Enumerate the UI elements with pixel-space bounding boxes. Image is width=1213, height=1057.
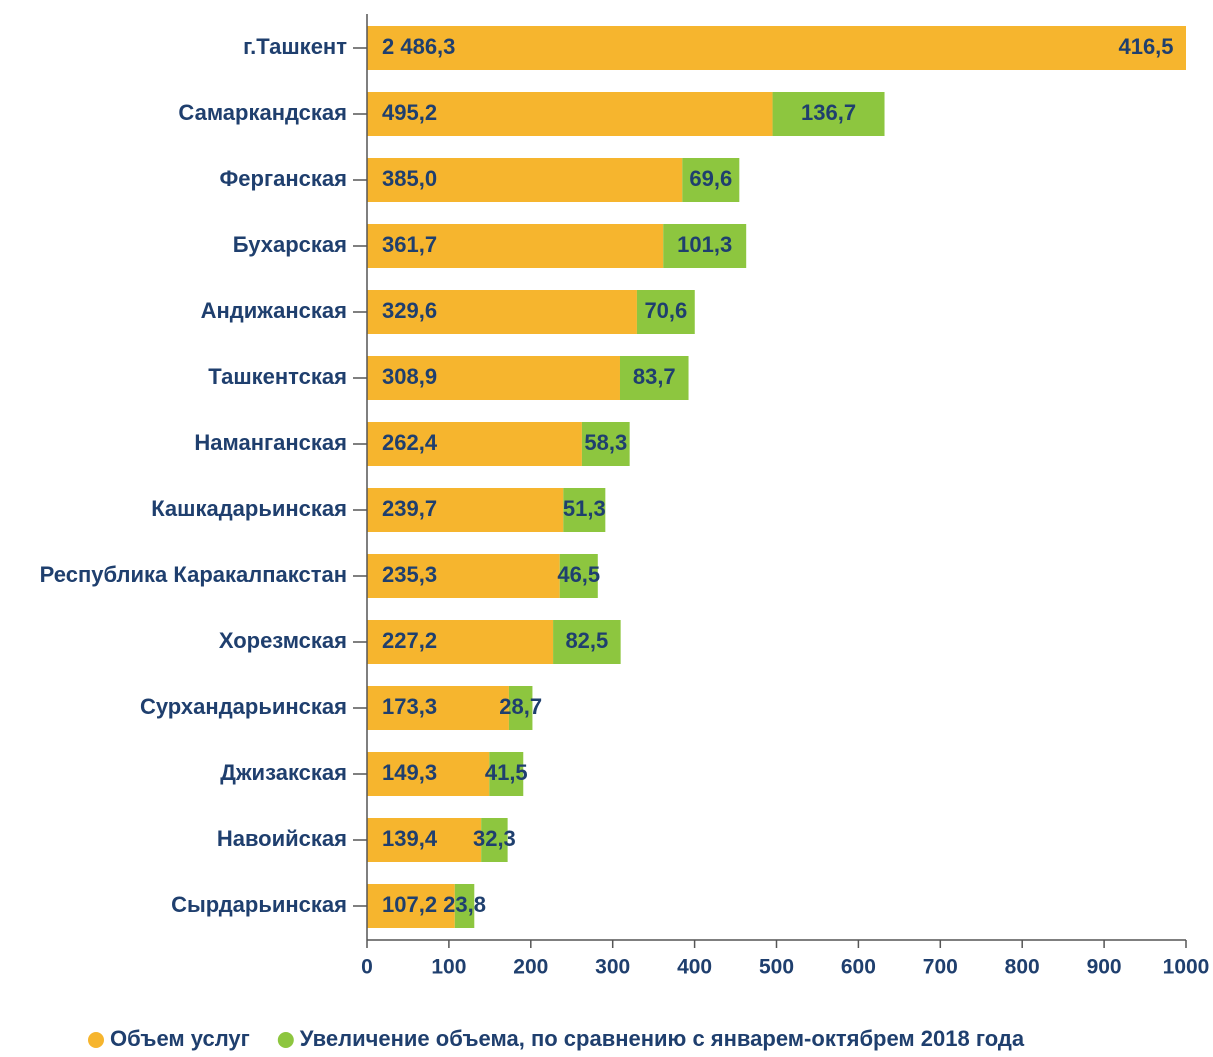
bar-segment — [367, 224, 664, 268]
bar-segment — [367, 620, 554, 664]
value-label: 2 486,3 — [382, 34, 455, 59]
bar-segment — [553, 620, 621, 664]
bar-segment — [367, 488, 564, 532]
value-label: 46,5 — [557, 562, 600, 587]
bar-segment — [682, 158, 740, 202]
value-label: 28,7 — [499, 694, 542, 719]
value-label: 385,0 — [382, 166, 437, 191]
value-label: 227,2 — [382, 628, 437, 653]
x-tick-label: 900 — [1087, 956, 1122, 979]
legend-label: Объем услуг — [110, 1026, 250, 1051]
bar-segment — [367, 158, 683, 202]
value-label: 239,7 — [382, 496, 437, 521]
value-label: 58,3 — [584, 430, 627, 455]
value-label: 32,3 — [473, 826, 516, 851]
legend-swatch — [277, 1032, 294, 1048]
legend-swatch — [88, 1032, 104, 1048]
bar-segment — [367, 752, 490, 796]
bar-segment — [367, 26, 1186, 70]
bar-segment — [367, 686, 509, 730]
value-label: 23,8 — [443, 892, 486, 917]
value-label: 136,7 — [801, 100, 856, 125]
y-tick-label: Кашкадарьинская — [151, 496, 347, 521]
bar-segment — [481, 818, 508, 862]
value-label: 82,5 — [565, 628, 608, 653]
value-label: 107,2 — [382, 892, 437, 917]
value-label: 139,4 — [382, 826, 438, 851]
y-tick-label: Хорезмская — [219, 628, 347, 653]
value-label: 51,3 — [563, 496, 606, 521]
y-tick-label: Андижанская — [201, 298, 347, 323]
bar-segment — [772, 92, 885, 136]
value-label: 83,7 — [633, 364, 676, 389]
x-tick-label: 600 — [841, 956, 876, 979]
y-tick-label: Самаркандская — [178, 100, 347, 125]
value-label: 262,4 — [382, 430, 438, 455]
value-label: 361,7 — [382, 232, 437, 257]
y-tick-label: Джизакская — [220, 760, 347, 785]
x-tick-label: 100 — [431, 956, 466, 979]
bar-segment — [559, 554, 598, 598]
value-label: 69,6 — [689, 166, 732, 191]
value-label: 416,5 — [1118, 34, 1173, 59]
bar-segment — [367, 422, 582, 466]
y-tick-label: Ферганская — [220, 166, 347, 191]
bars — [367, 26, 1186, 928]
x-tick-label: 700 — [923, 956, 958, 979]
value-label: 173,3 — [382, 694, 437, 719]
x-tick-label: 400 — [677, 956, 712, 979]
y-tick-label: Сурхандарьинская — [140, 694, 347, 719]
bar-segment — [489, 752, 524, 796]
value-label: 308,9 — [382, 364, 437, 389]
value-label: 41,5 — [485, 760, 528, 785]
x-tick-label: 0 — [361, 956, 373, 979]
bar-segment — [367, 884, 455, 928]
bar-segment — [367, 290, 637, 334]
bar-segment — [367, 356, 620, 400]
x-tick-label: 300 — [595, 956, 630, 979]
bar-segment — [508, 686, 533, 730]
bar-segment — [367, 818, 482, 862]
y-tick-label: Ташкентская — [208, 364, 347, 389]
bar-segment — [563, 488, 606, 532]
x-tick-label: 800 — [1005, 956, 1040, 979]
x-tick-label: 200 — [513, 956, 548, 979]
value-label: 235,3 — [382, 562, 437, 587]
value-label: 70,6 — [644, 298, 687, 323]
y-tick-label: Республика Каракалпакстан — [40, 562, 347, 587]
bar-segment — [663, 224, 747, 268]
legend-label: Увеличение объема, по сравнению с январе… — [300, 1026, 1025, 1051]
y-tick-label: Сырдарьинская — [171, 892, 347, 917]
x-tick-label: 1000 — [1163, 956, 1210, 979]
bar-segment — [454, 884, 475, 928]
value-label: 495,2 — [382, 100, 437, 125]
value-label: 149,3 — [382, 760, 437, 785]
value-label: 101,3 — [677, 232, 732, 257]
bar-segment — [367, 92, 773, 136]
y-tick-label: Бухарская — [233, 232, 347, 257]
bar-segment — [581, 422, 630, 466]
bar-segment — [367, 554, 560, 598]
y-tick-label: Наманганская — [194, 430, 347, 455]
x-tick-label: 500 — [759, 956, 794, 979]
y-tick-label: г.Ташкент — [243, 34, 347, 59]
bar-segment — [636, 290, 695, 334]
bar-segment — [619, 356, 689, 400]
y-tick-label: Навоийская — [217, 826, 347, 851]
value-label: 329,6 — [382, 298, 437, 323]
